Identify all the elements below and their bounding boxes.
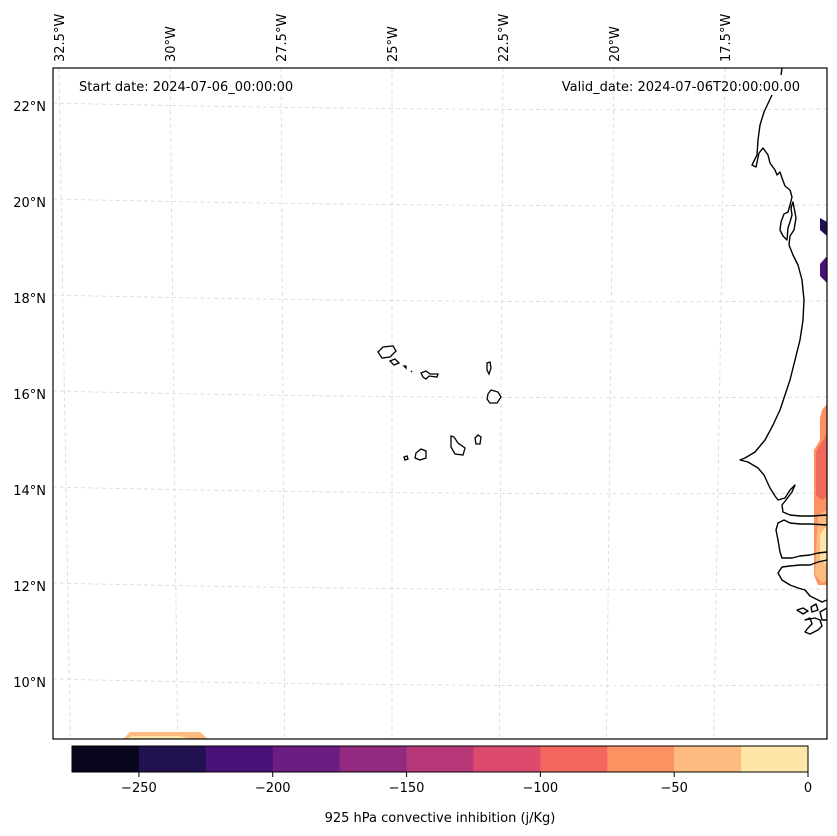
colorbar-ticks: −250 −200 −150 −100 −50 0 xyxy=(121,772,812,796)
colorbar-segment xyxy=(272,746,341,772)
lon-tick-label: 20°W xyxy=(608,26,623,62)
colorbar-label: 925 hPa convective inhibition (j/Kg) xyxy=(325,811,556,826)
cin-shading xyxy=(123,218,827,739)
latitude-tick-labels: 22°N 20°N 18°N 16°N 14°N 12°N 10°N xyxy=(13,100,46,691)
parallel-line xyxy=(53,198,827,207)
island-maio xyxy=(474,434,482,445)
map-area xyxy=(53,68,827,739)
longitude-tick-labels: 32.5°W 30°W 27.5°W 25°W 22.5°W 20°W 17.5°W xyxy=(53,14,734,62)
shade-east-19-5N xyxy=(820,218,827,236)
island-santa-luzia xyxy=(402,365,407,370)
island-branco xyxy=(410,370,413,373)
colorbar-tick-label: −200 xyxy=(255,781,291,796)
coastline xyxy=(739,68,827,635)
colorbar-segment xyxy=(473,746,541,772)
island-sao-nicolau xyxy=(420,370,439,380)
shade-south-31W-pale xyxy=(126,736,190,739)
colorbar-tick-label: −100 xyxy=(523,781,559,796)
parallel-line xyxy=(53,486,827,495)
cape-verde-islands xyxy=(377,345,502,461)
island-brava xyxy=(403,455,409,461)
colorbar-segment xyxy=(741,746,809,772)
colorbar-segment xyxy=(72,746,140,772)
valid-date-label: Valid_date: 2024-07-06T20:00:00.00 xyxy=(562,80,800,95)
lat-tick-label: 14°N xyxy=(13,484,46,499)
island-santiago xyxy=(450,435,466,456)
bissagos-islands xyxy=(796,603,827,635)
lat-tick-label: 16°N xyxy=(13,388,46,403)
colorbar-tick-label: −250 xyxy=(121,781,157,796)
lat-tick-label: 10°N xyxy=(13,676,46,691)
parallel-line xyxy=(53,582,827,591)
shade-east-18-5N xyxy=(820,256,827,283)
colorbar-tick-label: −150 xyxy=(389,781,425,796)
lon-tick-label: 32.5°W xyxy=(53,14,68,62)
island-fogo xyxy=(414,448,427,461)
start-date-label: Start date: 2024-07-06_00:00:00 xyxy=(79,80,293,95)
lon-tick-label: 22.5°W xyxy=(497,14,512,62)
map-frame xyxy=(52,67,828,740)
island-boa-vista xyxy=(486,389,502,404)
island-santo-antao xyxy=(377,345,397,359)
colorbar xyxy=(71,745,809,773)
lat-tick-label: 20°N xyxy=(13,196,46,211)
lat-tick-label: 18°N xyxy=(13,292,46,307)
lon-tick-label: 30°W xyxy=(164,26,179,62)
shade-east-senegal-red xyxy=(816,433,827,500)
colorbar-segment xyxy=(339,746,408,772)
parallel-line xyxy=(53,678,827,687)
island-sao-vicente xyxy=(388,358,401,366)
parallel-line xyxy=(53,390,827,399)
colorbar-tick-label: 0 xyxy=(804,781,812,796)
colorbar-segment xyxy=(406,746,474,772)
lon-tick-label: 27.5°W xyxy=(275,14,290,62)
parallel-line xyxy=(53,102,827,111)
west-africa-coastline xyxy=(739,68,827,603)
colorbar-tick-label: −50 xyxy=(660,781,687,796)
colorbar-segment xyxy=(674,746,742,772)
lon-tick-label: 17.5°W xyxy=(719,14,734,62)
island-sal xyxy=(486,361,492,376)
colorbar-segment xyxy=(138,746,207,772)
colorbar-segment xyxy=(607,746,675,772)
colorbar-segment xyxy=(540,746,608,772)
parallel-line xyxy=(53,294,827,303)
colorbar-segment xyxy=(205,746,274,772)
lat-tick-label: 12°N xyxy=(13,580,46,595)
shade-east-senegal-pale xyxy=(820,525,827,565)
colorbar-outline xyxy=(71,745,809,773)
lat-tick-label: 22°N xyxy=(13,100,46,115)
gridlines xyxy=(53,68,827,739)
lon-tick-label: 25°W xyxy=(386,26,401,62)
